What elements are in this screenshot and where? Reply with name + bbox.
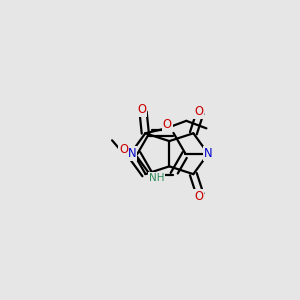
Text: N: N (128, 147, 136, 160)
Text: O: O (137, 103, 146, 116)
Text: O: O (194, 105, 203, 118)
Text: O: O (163, 118, 172, 131)
Text: NH: NH (149, 173, 164, 183)
Text: O: O (194, 190, 203, 202)
Text: N: N (204, 147, 212, 160)
Text: O: O (119, 143, 128, 156)
